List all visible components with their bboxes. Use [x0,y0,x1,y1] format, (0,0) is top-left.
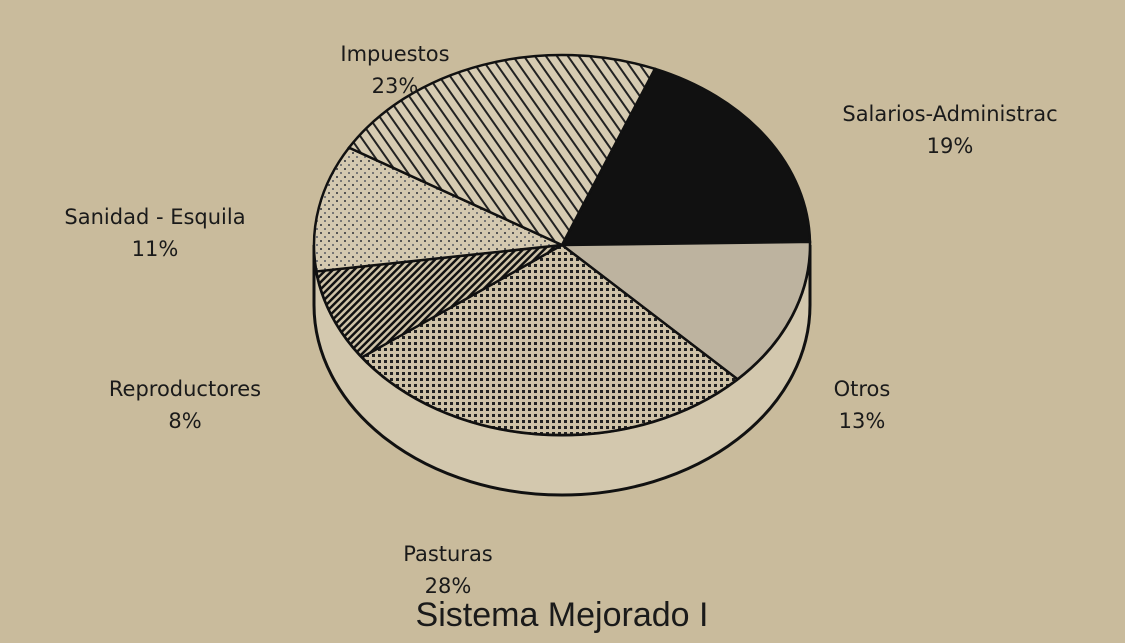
pie-slice [314,243,563,359]
chart-title: Sistema Mejorado I [416,596,709,634]
pie-slice [359,243,740,437]
slice-value-label: 11% [132,237,179,261]
pie-slice [347,53,657,247]
slice-label: Otros [834,377,891,401]
pie-slice [312,146,567,273]
slice-label: Salarios-Administrac [842,102,1057,126]
slice-label: Reproductores [109,377,261,401]
slice-value-label: 23% [372,74,419,98]
slice-value-label: 13% [839,409,886,433]
slice-value-label: 19% [927,134,974,158]
slice-label: Pasturas [403,542,493,566]
slice-value-label: 8% [168,409,201,433]
slice-label: Impuestos [340,42,449,66]
slice-label: Sanidad - Esquila [64,205,245,229]
pie-slice [558,240,812,381]
slice-value-label: 28% [425,574,472,598]
pie-slice [559,67,812,247]
